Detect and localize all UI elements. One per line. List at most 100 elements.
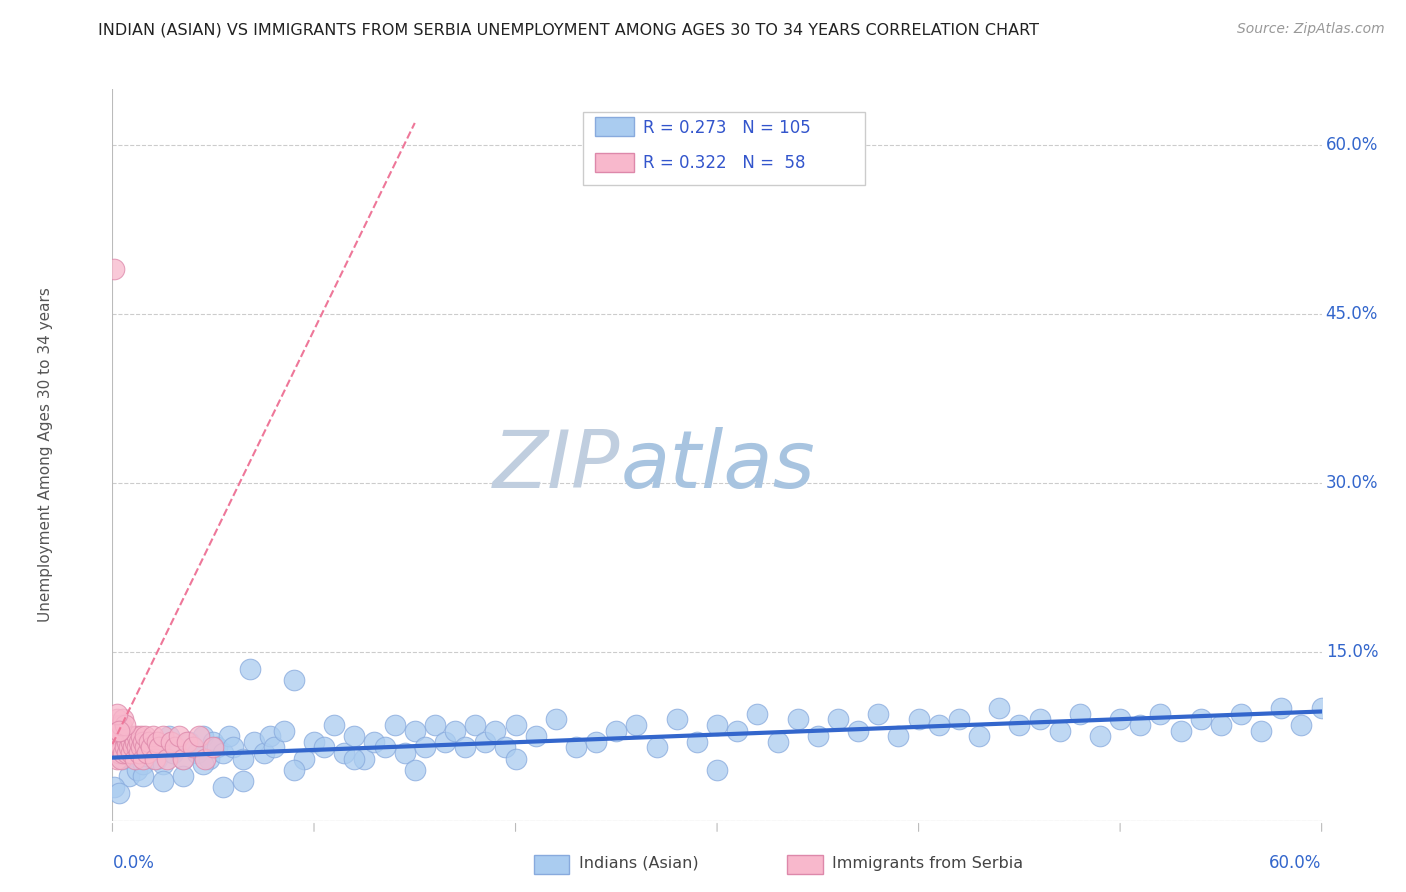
Point — [191, 757, 214, 772]
Point — [120, 735, 142, 749]
Point — [129, 740, 152, 755]
Point — [1028, 712, 1050, 726]
Point — [146, 735, 169, 749]
Point — [125, 740, 148, 755]
Point — [686, 735, 709, 749]
Point — [928, 718, 950, 732]
Text: 30.0%: 30.0% — [1326, 474, 1378, 492]
Point — [1270, 701, 1292, 715]
Point — [827, 712, 849, 726]
Point — [807, 729, 830, 743]
Point — [1310, 701, 1333, 715]
Point — [1088, 729, 1111, 743]
Point — [887, 729, 910, 743]
Point — [121, 729, 143, 743]
Point — [218, 729, 240, 743]
Point — [323, 718, 346, 732]
Point — [585, 735, 607, 749]
Point — [747, 706, 769, 721]
Point — [162, 746, 184, 760]
Point — [148, 740, 170, 755]
Point — [132, 752, 155, 766]
Point — [103, 718, 125, 732]
Point — [626, 718, 648, 732]
Point — [117, 769, 139, 783]
Point — [232, 774, 254, 789]
Point — [1049, 723, 1071, 738]
Point — [152, 757, 174, 772]
Point — [474, 735, 496, 749]
Text: 15.0%: 15.0% — [1326, 643, 1378, 661]
Point — [139, 740, 162, 755]
Point — [143, 752, 166, 766]
Point — [524, 729, 547, 743]
Text: INDIAN (ASIAN) VS IMMIGRANTS FROM SERBIA UNEMPLOYMENT AMONG AGES 30 TO 34 YEARS : INDIAN (ASIAN) VS IMMIGRANTS FROM SERBIA… — [98, 22, 1039, 37]
Point — [167, 729, 190, 743]
Point — [134, 740, 156, 755]
Point — [188, 729, 211, 743]
Text: 60.0%: 60.0% — [1326, 136, 1378, 154]
Point — [107, 785, 129, 799]
Point — [115, 746, 138, 760]
Point — [142, 740, 165, 755]
Point — [107, 723, 129, 738]
Text: Unemployment Among Ages 30 to 34 years: Unemployment Among Ages 30 to 34 years — [38, 287, 53, 623]
Point — [105, 752, 128, 766]
Point — [125, 729, 148, 743]
Point — [176, 735, 198, 749]
Point — [484, 723, 506, 738]
Point — [181, 740, 204, 755]
Point — [312, 740, 335, 755]
Point — [404, 763, 426, 777]
Point — [138, 746, 160, 760]
Point — [105, 735, 128, 749]
Point — [725, 723, 748, 738]
Point — [172, 752, 194, 766]
Point — [333, 746, 356, 760]
Point — [1129, 718, 1152, 732]
Point — [111, 752, 134, 766]
Text: 60.0%: 60.0% — [1270, 854, 1322, 871]
Point — [343, 752, 366, 766]
Point — [384, 718, 406, 732]
Point — [1291, 718, 1313, 732]
Point — [115, 735, 138, 749]
Point — [121, 740, 143, 755]
Point — [142, 729, 165, 743]
Point — [121, 735, 143, 749]
Point — [786, 712, 808, 726]
Point — [222, 740, 245, 755]
Point — [181, 740, 204, 755]
Point — [464, 718, 486, 732]
Point — [505, 718, 527, 732]
Point — [107, 746, 129, 760]
Point — [1250, 723, 1272, 738]
Point — [114, 718, 136, 732]
Point — [132, 735, 155, 749]
Point — [1069, 706, 1091, 721]
Point — [172, 769, 194, 783]
Point — [283, 763, 305, 777]
Point — [394, 746, 416, 760]
Point — [374, 740, 396, 755]
Point — [132, 769, 155, 783]
Point — [124, 752, 146, 766]
Point — [1170, 723, 1192, 738]
Point — [967, 729, 990, 743]
Point — [132, 757, 155, 772]
Point — [868, 706, 890, 721]
Point — [605, 723, 627, 738]
Text: atlas: atlas — [620, 427, 815, 505]
Point — [157, 729, 180, 743]
Point — [138, 735, 160, 749]
Point — [111, 729, 134, 743]
Point — [433, 735, 456, 749]
Point — [706, 718, 728, 732]
Point — [706, 763, 728, 777]
Point — [107, 723, 129, 738]
Point — [1109, 712, 1132, 726]
Point — [846, 723, 869, 738]
Point — [111, 746, 134, 760]
Point — [1209, 718, 1232, 732]
Point — [948, 712, 970, 726]
